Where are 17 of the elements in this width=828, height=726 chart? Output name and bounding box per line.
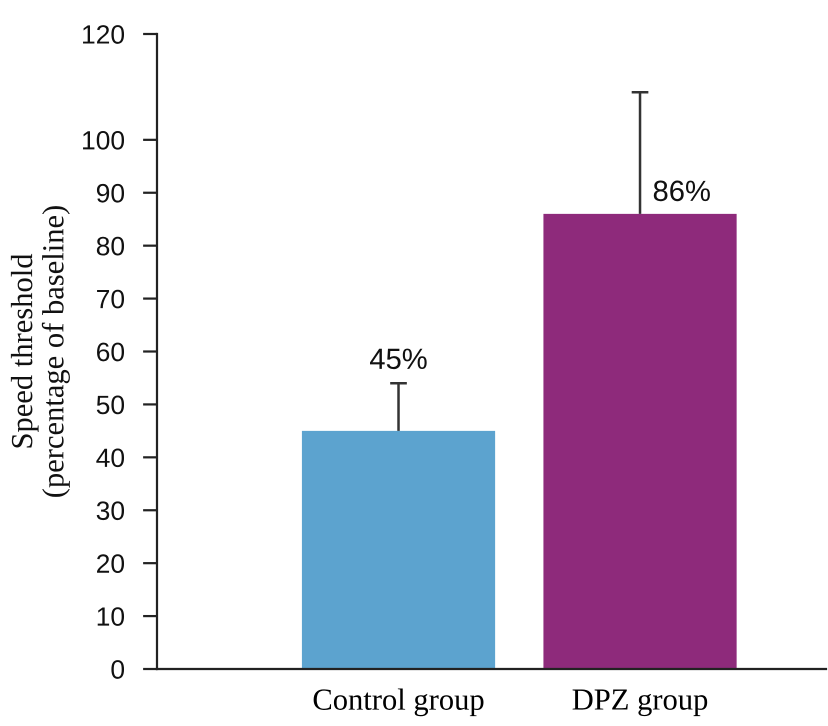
y-tick-label: 20 [97, 554, 124, 573]
y-tick-label: 10 [98, 607, 124, 626]
y-axis-title: Speed threshold (percentage of baseline) [10, 206, 70, 497]
y-tick-label: 120 [83, 25, 124, 44]
y-tick-label: 80 [96, 236, 124, 256]
y-tick-label: 100 [83, 130, 124, 150]
y-tick-label: 60 [97, 342, 124, 362]
data-label: 86% [654, 180, 710, 202]
y-tick-label: 50 [96, 396, 124, 414]
x-tick-label: DPZ group [572, 690, 708, 716]
y-tick-label: 70 [97, 290, 124, 308]
y-tick-label: 90 [96, 184, 124, 203]
x-tick-label: Control group [314, 688, 484, 716]
y-tick-label: 30 [96, 501, 124, 520]
y-tick-label: 40 [96, 448, 124, 468]
y-tick-label: 0 [111, 660, 124, 679]
data-label: 45% [370, 348, 427, 370]
